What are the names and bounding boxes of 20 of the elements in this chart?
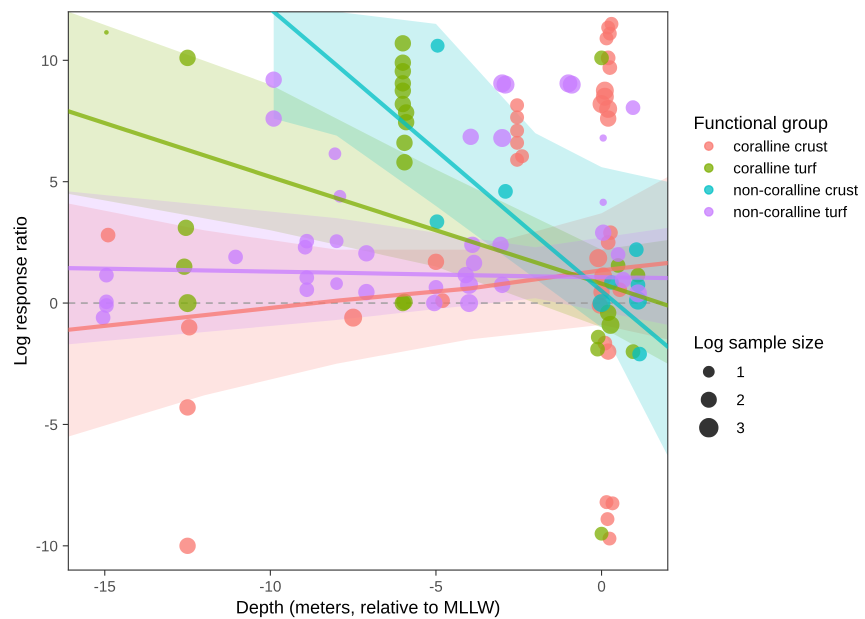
x-axis-title: Depth (meters, relative to MLLW) xyxy=(237,600,500,618)
legend-label: non-coralline turf xyxy=(734,206,848,218)
legend-label: 2 xyxy=(737,394,744,406)
x-tick-label: -5 xyxy=(430,581,442,592)
x-tick-label: 0 xyxy=(598,580,606,592)
legend-label: 1 xyxy=(737,366,744,378)
y-tick-label: 5 xyxy=(50,176,58,188)
text: Log sample size xyxy=(695,335,824,352)
y-tick-label: 0 xyxy=(50,298,58,309)
legend-label: 3 xyxy=(736,422,744,434)
legend-title: Functional group xyxy=(695,116,828,133)
y-tick-label: -10 xyxy=(36,540,58,552)
y-tick-label: 10 xyxy=(42,55,58,66)
legend-label: coralline crust xyxy=(734,140,828,152)
x-tick-label: -10 xyxy=(260,580,281,592)
y-axis-title: Log response ratio xyxy=(13,216,30,364)
legend-label: coralline turf xyxy=(734,162,816,174)
x-tick-label: -15 xyxy=(94,581,116,592)
y-tick-label: -5 xyxy=(45,419,58,430)
legend-label: non-coralline crust xyxy=(734,184,858,196)
